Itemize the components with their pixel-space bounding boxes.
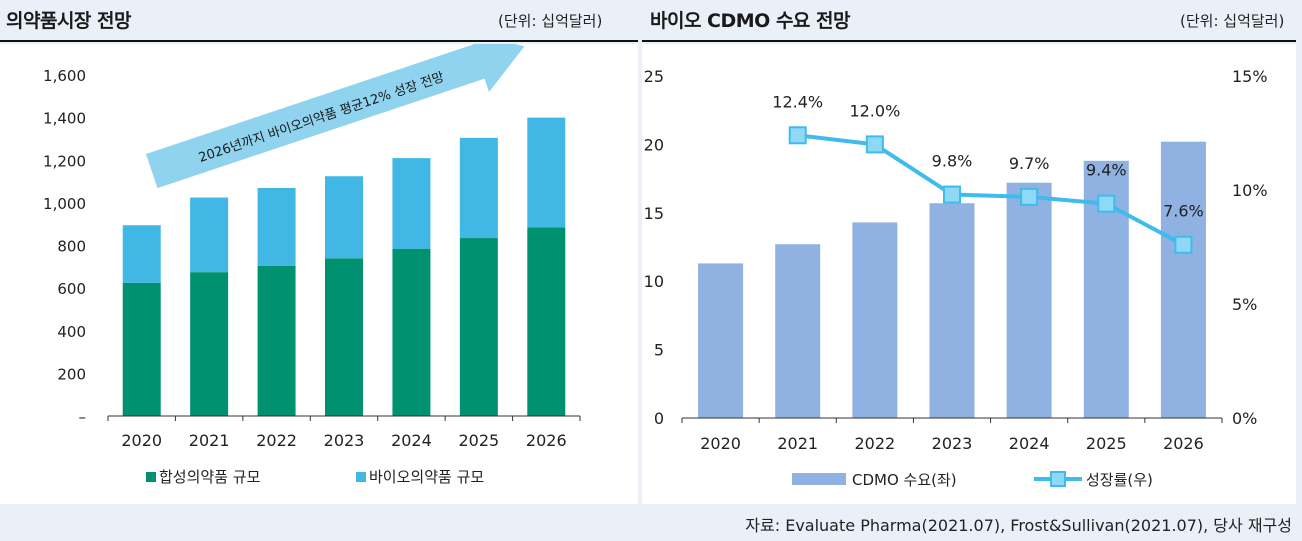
bar-bio-2023 (325, 176, 363, 259)
bar-synthetic-2020 (122, 282, 161, 416)
x-tick-label: 2025 (458, 431, 499, 450)
x-tick-label: 2022 (854, 434, 895, 453)
growth-rate-line (797, 133, 1185, 247)
y-tick-label: 400 (57, 323, 86, 341)
growth-rate-label-2022: 12.0% (849, 101, 900, 120)
x-tick-label: 2024 (391, 431, 432, 450)
legend-swatch-synthetic (146, 472, 156, 482)
growth-rate-marker-2026 (1174, 235, 1193, 254)
left-chart-area: – 200 400 600 800 1,000 1,200 1,400 1,600 2020 202… (0, 31, 638, 504)
growth-rate-marker-2021 (788, 126, 807, 145)
right-panel-title: 바이오 CDMO 수요 전망 (650, 10, 850, 32)
left-title-rule (0, 40, 638, 42)
legend-marker-growth (1050, 471, 1066, 487)
y-tick-label: 1,400 (43, 110, 86, 128)
y-tick-label: 200 (57, 365, 86, 383)
bar-bio-2025 (459, 137, 498, 239)
growth-rate-label-2024: 9.7% (1009, 154, 1050, 173)
arrow-annotation: 2026년까지 바이오의약품 평균12% 성장 전망 (197, 70, 446, 166)
bar-cdmo-2020 (698, 263, 744, 418)
bar-cdmo-2022 (852, 222, 898, 418)
right-chart-area: 0 5 10 15 20 25 0% 5% 10% 15% 2020 2021 2022 2023 2024… (642, 44, 1296, 504)
growth-rate-marker-2025 (1097, 194, 1116, 213)
bar-bio-2022 (257, 187, 296, 266)
bar-bio-2021 (190, 197, 229, 273)
x-tick-label: 2021 (777, 434, 818, 453)
y-tick-label: 20 (644, 135, 664, 154)
legend-label-synthetic: 합성의약품 규모 (159, 468, 261, 486)
y-tick-label: 0 (654, 409, 664, 428)
y-tick-label: 10 (644, 272, 664, 291)
bar-cdmo-2026 (1160, 141, 1206, 418)
growth-rate-label-2026: 7.6% (1163, 202, 1204, 221)
y-tick-label: 800 (57, 238, 86, 256)
bar-cdmo-2021 (775, 244, 821, 418)
y-tick-label: 25 (644, 67, 664, 86)
y-tick-label: 1,600 (43, 67, 86, 85)
legend-swatch-bio (356, 472, 366, 482)
growth-rate-marker-2022 (865, 135, 884, 154)
market-outlook-chart: – 200 400 600 800 1,000 1,200 1,400 1,600 2020 202… (43, 31, 581, 486)
y2-tick-label: 10% (1232, 181, 1268, 200)
arrow-shape (146, 31, 525, 189)
bar-cdmo-2024 (1006, 182, 1052, 418)
growth-rate-label-2025: 9.4% (1086, 161, 1127, 180)
y-tick-label: 1,200 (43, 152, 86, 170)
x-tick-label: 2023 (932, 434, 973, 453)
bar-bio-2020 (122, 225, 161, 283)
y-tick-label: 600 (57, 280, 86, 298)
bar-synthetic-2025 (459, 238, 498, 416)
y2-tick-label: 5% (1232, 295, 1257, 314)
left-panel-title: 의약품시장 전망 (6, 10, 131, 32)
bar-bio-2024 (392, 158, 431, 249)
bar-synthetic-2022 (257, 265, 296, 416)
bar-synthetic-2023 (325, 258, 363, 416)
source-note: 자료: Evaluate Pharma(2021.07), Frost&Sull… (745, 516, 1292, 535)
x-tick-label: 2024 (1009, 434, 1050, 453)
x-tick-label: 2020 (700, 434, 741, 453)
bar-bio-2026 (527, 117, 566, 228)
legend-label-cdmo: CDMO 수요(좌) (852, 471, 957, 489)
x-tick-label: 2023 (324, 431, 365, 450)
x-tick-label: 2022 (256, 431, 297, 450)
legend-label-bio: 바이오의약품 규모 (369, 468, 484, 486)
bar-synthetic-2024 (392, 248, 431, 416)
growth-rate-marker-2023 (943, 185, 961, 204)
legend-label-growth: 성장률(우) (1086, 471, 1153, 489)
y2-tick-label: 15% (1232, 67, 1268, 86)
bar-synthetic-2021 (190, 272, 229, 416)
bar-synthetic-2026 (527, 227, 566, 416)
left-panel-unit: (단위: 십억달러) (498, 12, 603, 30)
y-tick-label: 1,000 (43, 195, 86, 213)
x-tick-label: 2021 (189, 431, 230, 450)
growth-rate-label-2023: 9.8% (932, 152, 973, 171)
y-tick-label: 5 (654, 341, 664, 360)
y-tick-label: 15 (644, 204, 664, 223)
x-tick-label: 2026 (526, 431, 567, 450)
x-tick-label: 2025 (1086, 434, 1127, 453)
x-tick-label: 2020 (121, 431, 162, 450)
legend-swatch-cdmo (792, 473, 846, 485)
x-tick-label: 2026 (1163, 434, 1204, 453)
y2-tick-label: 0% (1232, 409, 1257, 428)
growth-rate-label-2021: 12.4% (772, 92, 823, 111)
growth-rate-marker-2024 (1020, 187, 1039, 206)
y-tick-label: – (79, 408, 87, 426)
bar-cdmo-2023 (929, 203, 975, 418)
right-title-rule (642, 40, 1296, 42)
right-panel-unit: (단위: 십억달러) (1180, 12, 1285, 30)
